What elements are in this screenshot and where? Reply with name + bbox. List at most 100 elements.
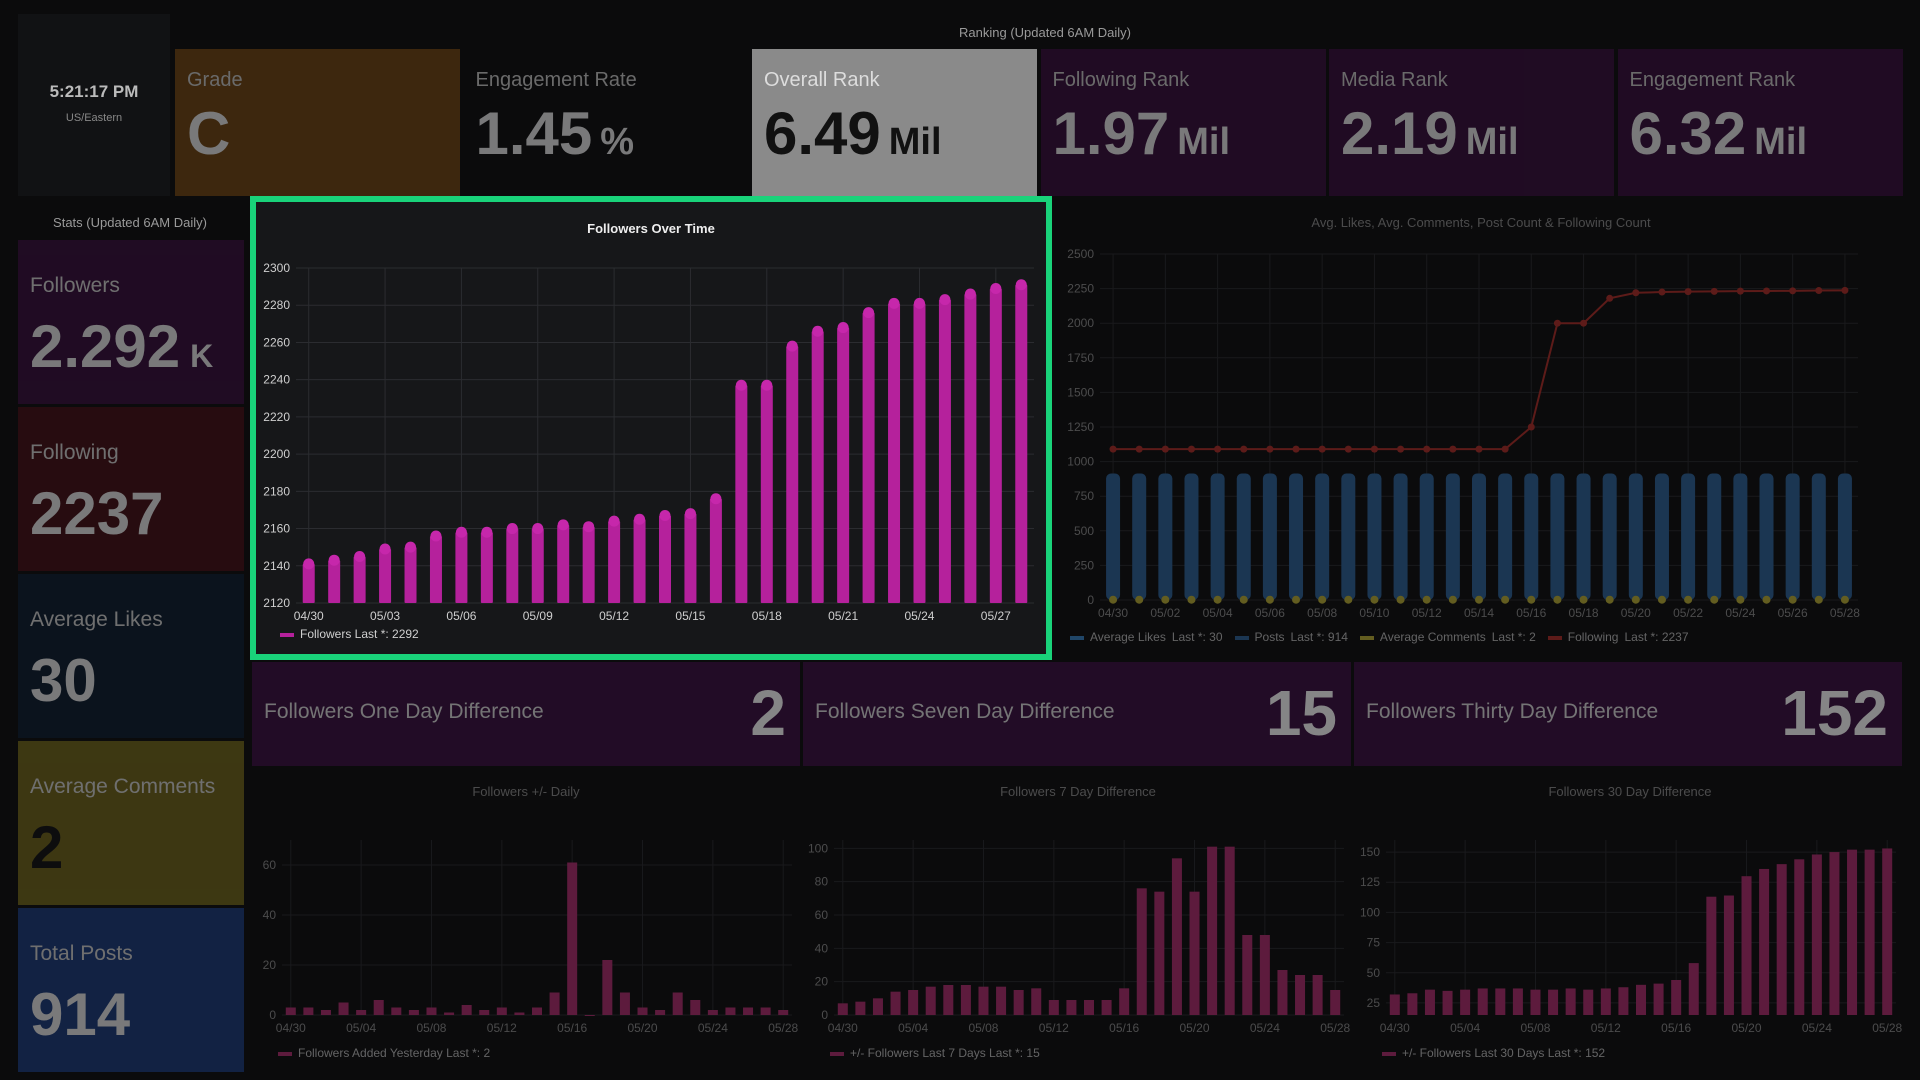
avg-comments-point <box>1213 595 1222 604</box>
stat-tile[interactable]: Followers 2.292 K <box>18 240 244 404</box>
posts-bar <box>1837 473 1852 600</box>
followers-point <box>837 322 849 334</box>
y-tick-label: 80 <box>815 875 829 889</box>
difference-tile[interactable]: Followers One Day Difference 2 <box>252 662 800 766</box>
x-tick-label: 05/26 <box>1778 606 1808 620</box>
ranking-tile[interactable]: Overall Rank 6.49 Mil <box>752 49 1037 196</box>
y-tick-label: 250 <box>1074 558 1094 572</box>
difference-tile[interactable]: Followers Thirty Day Difference 152 <box>1354 662 1902 766</box>
avg-comments-point <box>1239 595 1248 604</box>
difference-bar <box>1259 935 1270 1015</box>
combo-legend-item[interactable]: Posts Last *: 914 <box>1234 630 1348 644</box>
difference-bar <box>532 1007 542 1015</box>
seven-day-panel[interactable]: Followers 7 Day Difference 0 20 40 60 80 100 0… <box>804 770 1352 1070</box>
following-point <box>1344 445 1352 453</box>
followers-bar <box>633 519 646 603</box>
difference-bar <box>672 992 683 1015</box>
followers-bar <box>938 299 951 603</box>
followers-over-time-panel[interactable]: Followers Over Time 2120 2140 2160 2180 2200… <box>250 196 1052 660</box>
thirty-day-panel[interactable]: Followers 30 Day Difference 25 50 75 100 125… <box>1356 770 1904 1070</box>
difference-bar <box>1600 988 1611 1015</box>
x-tick-label: 05/12 <box>487 1021 517 1035</box>
difference-label: Followers Seven Day Difference <box>815 700 1115 723</box>
difference-tile[interactable]: Followers Seven Day Difference 15 <box>803 662 1351 766</box>
ranking-tile-value: 6.32 Mil <box>1630 99 1808 168</box>
y-tick-label: 500 <box>1074 524 1094 538</box>
seven-day-legend[interactable]: +/- Followers Last 7 Days Last *: 15 <box>830 1046 1040 1060</box>
legend-swatch <box>1070 635 1084 640</box>
stat-tile[interactable]: Total Posts 914 <box>18 908 244 1072</box>
posts-bar <box>1445 473 1460 600</box>
chart-legend[interactable]: Followers Last *: 2292 <box>280 627 419 641</box>
avg-comments-point <box>1135 595 1144 604</box>
posts-bar <box>1759 473 1774 600</box>
ranking-tile[interactable]: Engagement Rate 1.45% <box>463 49 749 196</box>
difference-bar <box>1618 987 1629 1015</box>
y-tick-label: 100 <box>1360 905 1380 919</box>
difference-bar <box>373 1000 384 1015</box>
difference-bar <box>637 1007 648 1015</box>
thirty-day-legend[interactable]: +/- Followers Last 30 Days Last *: 152 <box>1382 1046 1605 1060</box>
x-tick-label: 05/16 <box>1109 1021 1139 1035</box>
combo-legend-item[interactable]: Average Comments Last *: 2 <box>1359 630 1536 644</box>
stat-tile[interactable]: Average Comments 2 <box>18 741 244 905</box>
difference-bar <box>1136 888 1147 1015</box>
y-tick-label: 40 <box>263 908 277 922</box>
difference-bar <box>1671 980 1682 1015</box>
stat-tile[interactable]: Following 2237 <box>18 407 244 571</box>
following-point <box>1841 286 1849 294</box>
posts-bar <box>1498 473 1513 600</box>
avg-comments-point <box>1840 595 1849 604</box>
x-tick-label: 05/28 <box>1320 1021 1350 1035</box>
difference-bar <box>1565 988 1576 1015</box>
posts-bar <box>1419 473 1434 600</box>
difference-bar <box>338 1002 349 1015</box>
difference-bar <box>1207 846 1218 1015</box>
legend-swatch <box>280 632 294 637</box>
following-point <box>1292 445 1300 453</box>
difference-bar <box>1066 1000 1077 1015</box>
followers-bar <box>964 294 977 603</box>
combo-legend-item[interactable]: Following Last *: 2237 <box>1547 630 1689 644</box>
ranking-tile[interactable]: Following Rank 1.97 Mil <box>1040 49 1326 196</box>
ranking-tile[interactable]: Engagement Rank 6.32 Mil <box>1617 49 1903 196</box>
followers-point <box>913 297 925 309</box>
difference-bar <box>1224 846 1235 1015</box>
x-tick-label: 05/15 <box>675 609 705 623</box>
difference-bar <box>925 986 936 1015</box>
ranking-tile-label: Grade <box>187 69 243 91</box>
x-tick-label: 05/18 <box>1569 606 1599 620</box>
stat-tile-value: 2237 <box>30 479 163 548</box>
daily-panel[interactable]: Followers +/- Daily 0 20 40 60 04/30 05/04 05/… <box>252 770 800 1070</box>
combo-legend[interactable]: Average Likes Last *: 30 Posts Last *: 914 A… <box>1070 630 1701 644</box>
daily-legend[interactable]: Followers Added Yesterday Last *: 2 <box>278 1046 490 1060</box>
difference-bar <box>1424 989 1435 1015</box>
followers-chart: 2120 2140 2160 2180 2200 2220 2240 2260 2280 2300… <box>263 261 1034 623</box>
difference-bar <box>1794 859 1805 1015</box>
stat-tile-label: Average Comments <box>30 775 216 798</box>
y-tick-label: 60 <box>263 858 277 872</box>
ranking-value-number: 1.45 <box>475 100 593 167</box>
ranking-tile-label: Overall Rank <box>764 69 880 91</box>
ranking-tile[interactable]: Grade C <box>175 49 460 196</box>
daily-title: Followers +/- Daily <box>472 784 580 799</box>
x-tick-label: 05/16 <box>1516 606 1546 620</box>
y-tick-label: 20 <box>263 958 277 972</box>
posts-bar <box>1550 473 1565 600</box>
followers-point <box>659 510 671 522</box>
combo-panel[interactable]: Avg. Likes, Avg. Comments, Post Count & … <box>1058 196 1904 660</box>
followers-point <box>506 523 518 535</box>
y-tick-label: 100 <box>808 841 828 855</box>
stat-tile-label: Following <box>30 441 119 464</box>
difference-bar <box>1330 990 1341 1015</box>
difference-bar <box>1013 990 1024 1015</box>
combo-legend-item[interactable]: Average Likes Last *: 30 <box>1070 630 1223 644</box>
avg-comments-point <box>1684 595 1693 604</box>
stat-tile[interactable]: Average Likes 30 <box>18 574 244 738</box>
avg-comments-point <box>1292 595 1301 604</box>
ranking-tile[interactable]: Media Rank 2.19 Mil <box>1329 49 1614 196</box>
difference-bar <box>1101 1000 1112 1015</box>
followers-bar <box>709 498 722 603</box>
difference-bar <box>1847 849 1858 1015</box>
avg-comments-point <box>1448 595 1457 604</box>
